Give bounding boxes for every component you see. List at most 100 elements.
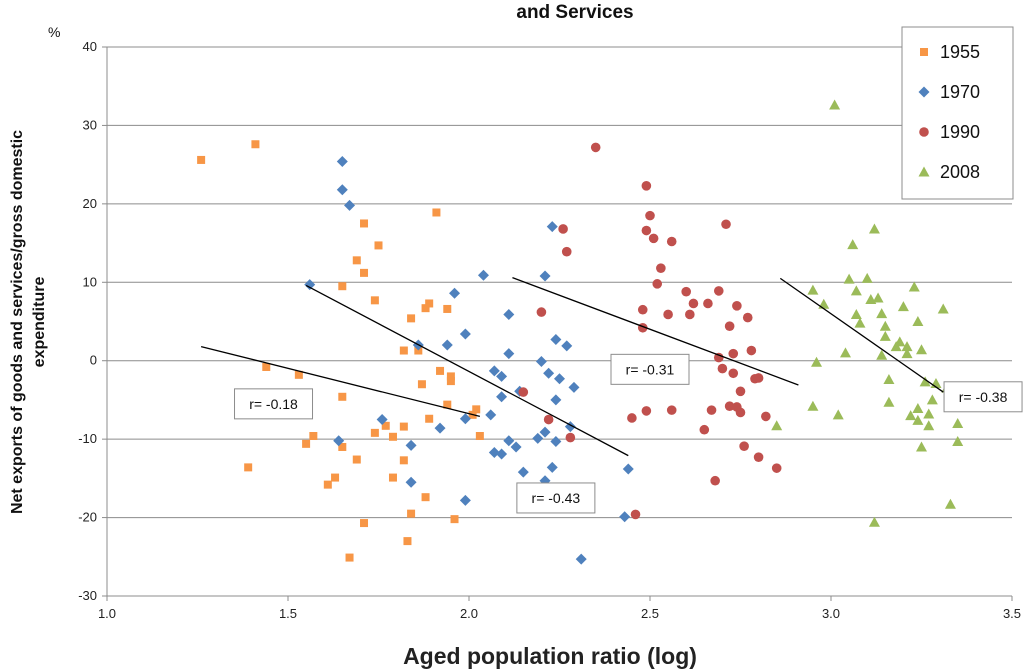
point-1955	[443, 400, 452, 409]
point-1970	[619, 511, 631, 523]
point-2008	[912, 316, 924, 326]
point-2008	[807, 400, 819, 411]
point-2008	[876, 349, 888, 360]
y-tick-label: 20	[83, 196, 97, 211]
point-1990	[739, 441, 749, 452]
point-1990	[590, 142, 601, 153]
point-1970	[550, 435, 562, 447]
point-1990	[771, 463, 782, 473]
data-points	[197, 99, 964, 565]
point-1955	[436, 366, 445, 375]
point-1955	[352, 256, 361, 265]
y-tick-label: 40	[83, 39, 97, 54]
legend: 1955 1970 1990 2008	[901, 26, 1014, 200]
point-1955	[331, 473, 340, 482]
point-1955	[421, 304, 430, 313]
point-1990	[761, 411, 771, 422]
point-2008	[879, 330, 891, 341]
regression-line-2008	[779, 277, 944, 393]
point-1955	[446, 377, 455, 386]
chart-title-line: and Services	[516, 2, 633, 23]
point-1955	[370, 296, 379, 305]
point-1990	[735, 407, 746, 418]
point-2008	[850, 308, 862, 319]
regression-line-1970	[305, 284, 629, 457]
point-1955	[374, 241, 383, 250]
point-2008	[861, 272, 873, 283]
point-1955	[407, 509, 416, 518]
point-1955	[345, 553, 354, 562]
point-1955	[370, 428, 379, 437]
point-1990	[666, 236, 677, 247]
point-1970	[550, 334, 562, 346]
point-2008	[905, 410, 917, 421]
point-1990	[706, 405, 717, 415]
axes	[102, 46, 1013, 601]
y-tick-label: -20	[78, 510, 97, 525]
point-1990	[518, 387, 529, 397]
point-2008	[916, 441, 927, 452]
point-1990	[681, 286, 691, 297]
point-1955	[425, 414, 434, 423]
point-1990	[685, 309, 695, 320]
point-2008	[912, 403, 924, 414]
x-tick-label: 3.0	[822, 606, 840, 621]
point-2008	[868, 223, 880, 234]
point-1990	[641, 225, 652, 236]
point-2008	[901, 348, 913, 359]
point-1990	[746, 345, 757, 356]
point-1970	[434, 422, 446, 434]
point-1970	[333, 435, 345, 447]
point-1970	[517, 466, 529, 478]
legend-label: 1990	[940, 122, 980, 142]
legend-marker-1970	[918, 86, 930, 98]
regression-lines	[200, 276, 944, 457]
point-1970	[459, 413, 471, 425]
point-1955	[251, 140, 260, 149]
point-1955	[432, 208, 441, 217]
point-2008	[807, 284, 819, 295]
annotation-box	[234, 388, 314, 420]
point-1990	[652, 279, 663, 289]
point-2008	[952, 417, 964, 428]
point-2008	[883, 374, 895, 385]
point-2008	[843, 273, 855, 284]
point-1990	[630, 509, 641, 520]
x-tick-labels: 1.0 1.5 2.0 2.5 3.0 3.5	[98, 606, 1021, 621]
point-2008	[894, 336, 906, 347]
point-2008	[916, 344, 927, 355]
point-1955	[262, 362, 271, 371]
point-2008	[839, 347, 851, 358]
point-2008	[818, 298, 830, 309]
legend-marker-1955	[920, 48, 928, 56]
point-2008	[919, 376, 931, 387]
point-1955	[381, 421, 390, 430]
point-1990	[645, 210, 655, 221]
point-1990	[627, 413, 637, 423]
point-2008	[926, 394, 938, 405]
point-1990	[710, 475, 720, 486]
point-1990	[742, 312, 753, 323]
point-1955	[360, 519, 369, 528]
point-1955	[352, 455, 361, 464]
y-tick-label: -30	[78, 588, 97, 603]
point-1970	[575, 553, 587, 565]
point-1955	[399, 346, 408, 355]
point-2008	[901, 341, 913, 352]
x-tick-label: 3.5	[1003, 606, 1021, 621]
point-1955	[446, 372, 455, 381]
point-1970	[477, 269, 489, 281]
point-1970	[376, 414, 388, 426]
point-1970	[535, 355, 547, 367]
y-axis-label-line: Net exports of goods and services/gross …	[9, 130, 26, 514]
point-1970	[336, 184, 348, 196]
gridlines	[107, 46, 1012, 597]
annotation-box	[943, 381, 1023, 413]
y-axis-label: Net exports of goods and services/gross …	[9, 130, 48, 514]
point-2008	[829, 99, 841, 110]
legend-marker-2008	[918, 166, 930, 177]
point-2008	[952, 435, 964, 446]
point-2008	[847, 239, 859, 250]
point-1955	[399, 422, 408, 431]
